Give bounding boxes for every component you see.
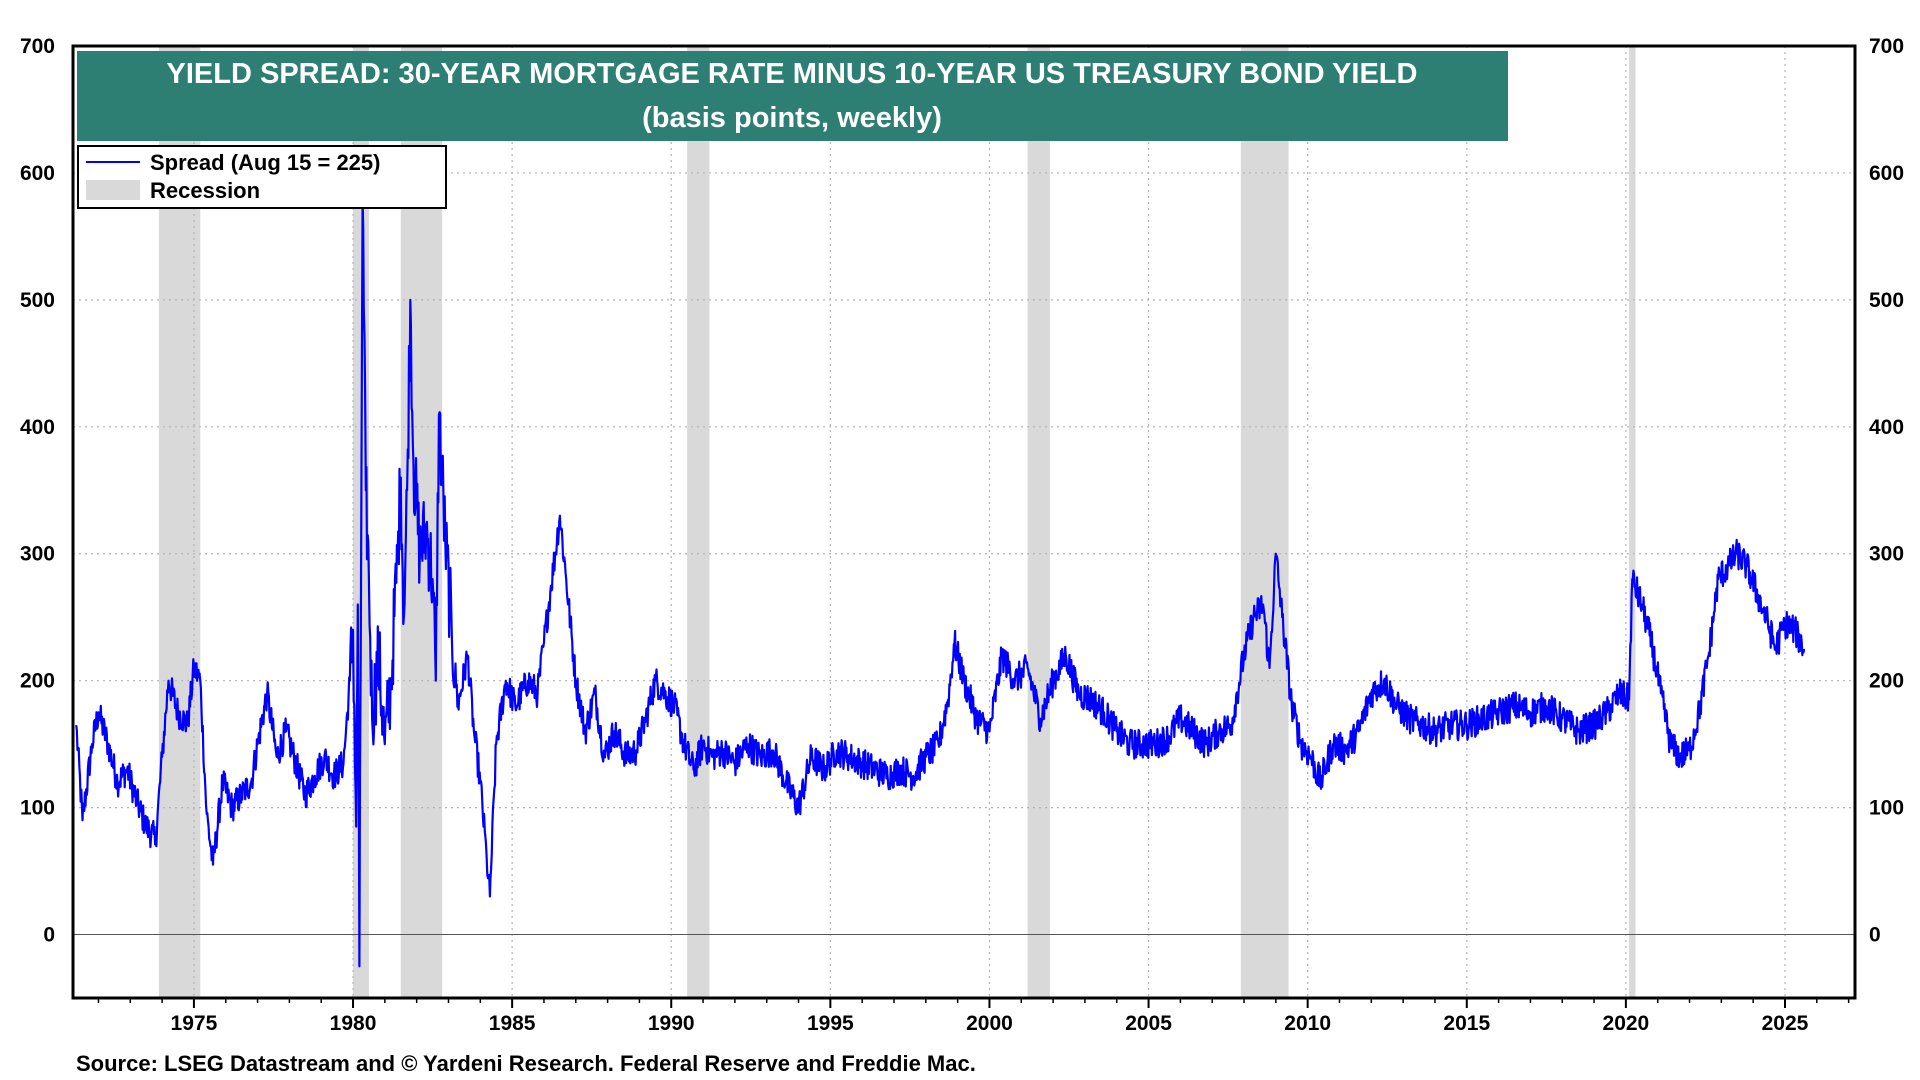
x-tick-label: 2005 (1125, 1012, 1172, 1035)
x-tick-label: 1985 (489, 1012, 536, 1035)
series-lines (75, 197, 1806, 968)
legend: Spread (Aug 15 = 225) Recession (77, 145, 447, 209)
y-tick-label-right: 700 (1869, 35, 1904, 58)
plot-frame (71, 44, 1857, 1000)
y-axis-right-tick-labels: 0 100 200 300 400 500 600 700 (1869, 35, 1904, 947)
y-tick-label-left: 300 (20, 543, 55, 566)
legend-entry-spread: Spread (Aug 15 = 225) (150, 150, 380, 175)
recession-band-5 (1240, 46, 1289, 998)
title-background (77, 51, 1508, 141)
y-tick-label-right: 300 (1869, 543, 1904, 566)
y-tick-label-right: 600 (1869, 162, 1904, 185)
x-tick-label: 2000 (966, 1012, 1013, 1035)
x-tick-label: 1995 (807, 1012, 854, 1035)
legend-entry-recession: Recession (150, 178, 260, 203)
recession-band-4 (1027, 46, 1050, 998)
y-tick-label-right: 200 (1869, 670, 1904, 693)
series-line-0 (75, 197, 1806, 968)
legend-band-swatch (86, 180, 140, 200)
recession-band-3 (687, 46, 710, 998)
y-tick-label-right: 400 (1869, 416, 1904, 439)
x-tick-label: 2020 (1603, 1012, 1650, 1035)
x-axis-tick-labels: 1975 1980 1985 1990 1995 2000 2005 2010 2015 2020… (171, 1012, 1809, 1035)
x-tick-label: 2015 (1443, 1012, 1490, 1035)
source-note: Source: LSEG Datastream and © Yardeni Re… (76, 1051, 976, 1076)
y-tick-label-right: 100 (1869, 797, 1904, 820)
title-box: YIELD SPREAD: 30-YEAR MORTGAGE RATE MINU… (77, 51, 1508, 141)
y-tick-label-left: 600 (20, 162, 55, 185)
y-tick-label-left: 100 (20, 797, 55, 820)
recession-band-6 (1629, 46, 1636, 998)
x-tick-label: 2010 (1284, 1012, 1331, 1035)
chart-title: YIELD SPREAD: 30-YEAR MORTGAGE RATE MINU… (167, 58, 1418, 90)
y-tick-label-left: 200 (20, 670, 55, 693)
y-tick-label-right: 0 (1869, 924, 1881, 947)
y-tick-label-left: 500 (20, 289, 55, 312)
y-axis-left-tick-labels: 0 100 200 300 400 500 600 700 (20, 35, 55, 947)
y-tick-label-left: 0 (43, 924, 55, 947)
y-tick-label-right: 500 (1869, 289, 1904, 312)
gridlines (73, 46, 1855, 998)
y-tick-label-left: 700 (20, 35, 55, 58)
axis-ticks (97, 998, 1850, 1008)
x-tick-label: 1975 (171, 1012, 218, 1035)
y-tick-label-left: 400 (20, 416, 55, 439)
x-tick-label: 1980 (330, 1012, 377, 1035)
x-tick-label: 1990 (648, 1012, 695, 1035)
chart-subtitle: (basis points, weekly) (642, 102, 942, 134)
x-tick-label: 2025 (1762, 1012, 1809, 1035)
